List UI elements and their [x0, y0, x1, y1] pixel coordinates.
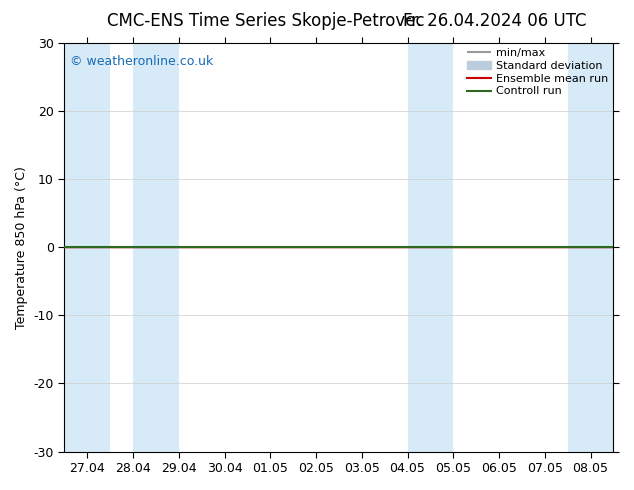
Bar [64, 43, 110, 452]
Text: © weatheronline.co.uk: © weatheronline.co.uk [70, 55, 213, 68]
Legend: min/max, Standard deviation, Ensemble mean run, Controll run: min/max, Standard deviation, Ensemble me… [467, 48, 608, 97]
Bar [408, 43, 453, 452]
Bar [567, 43, 614, 452]
Bar [133, 43, 179, 452]
Y-axis label: Temperature 850 hPa (°C): Temperature 850 hPa (°C) [15, 166, 28, 328]
Text: Fr. 26.04.2024 06 UTC: Fr. 26.04.2024 06 UTC [403, 12, 586, 30]
Text: CMC-ENS Time Series Skopje-Petrovec: CMC-ENS Time Series Skopje-Petrovec [108, 12, 425, 30]
